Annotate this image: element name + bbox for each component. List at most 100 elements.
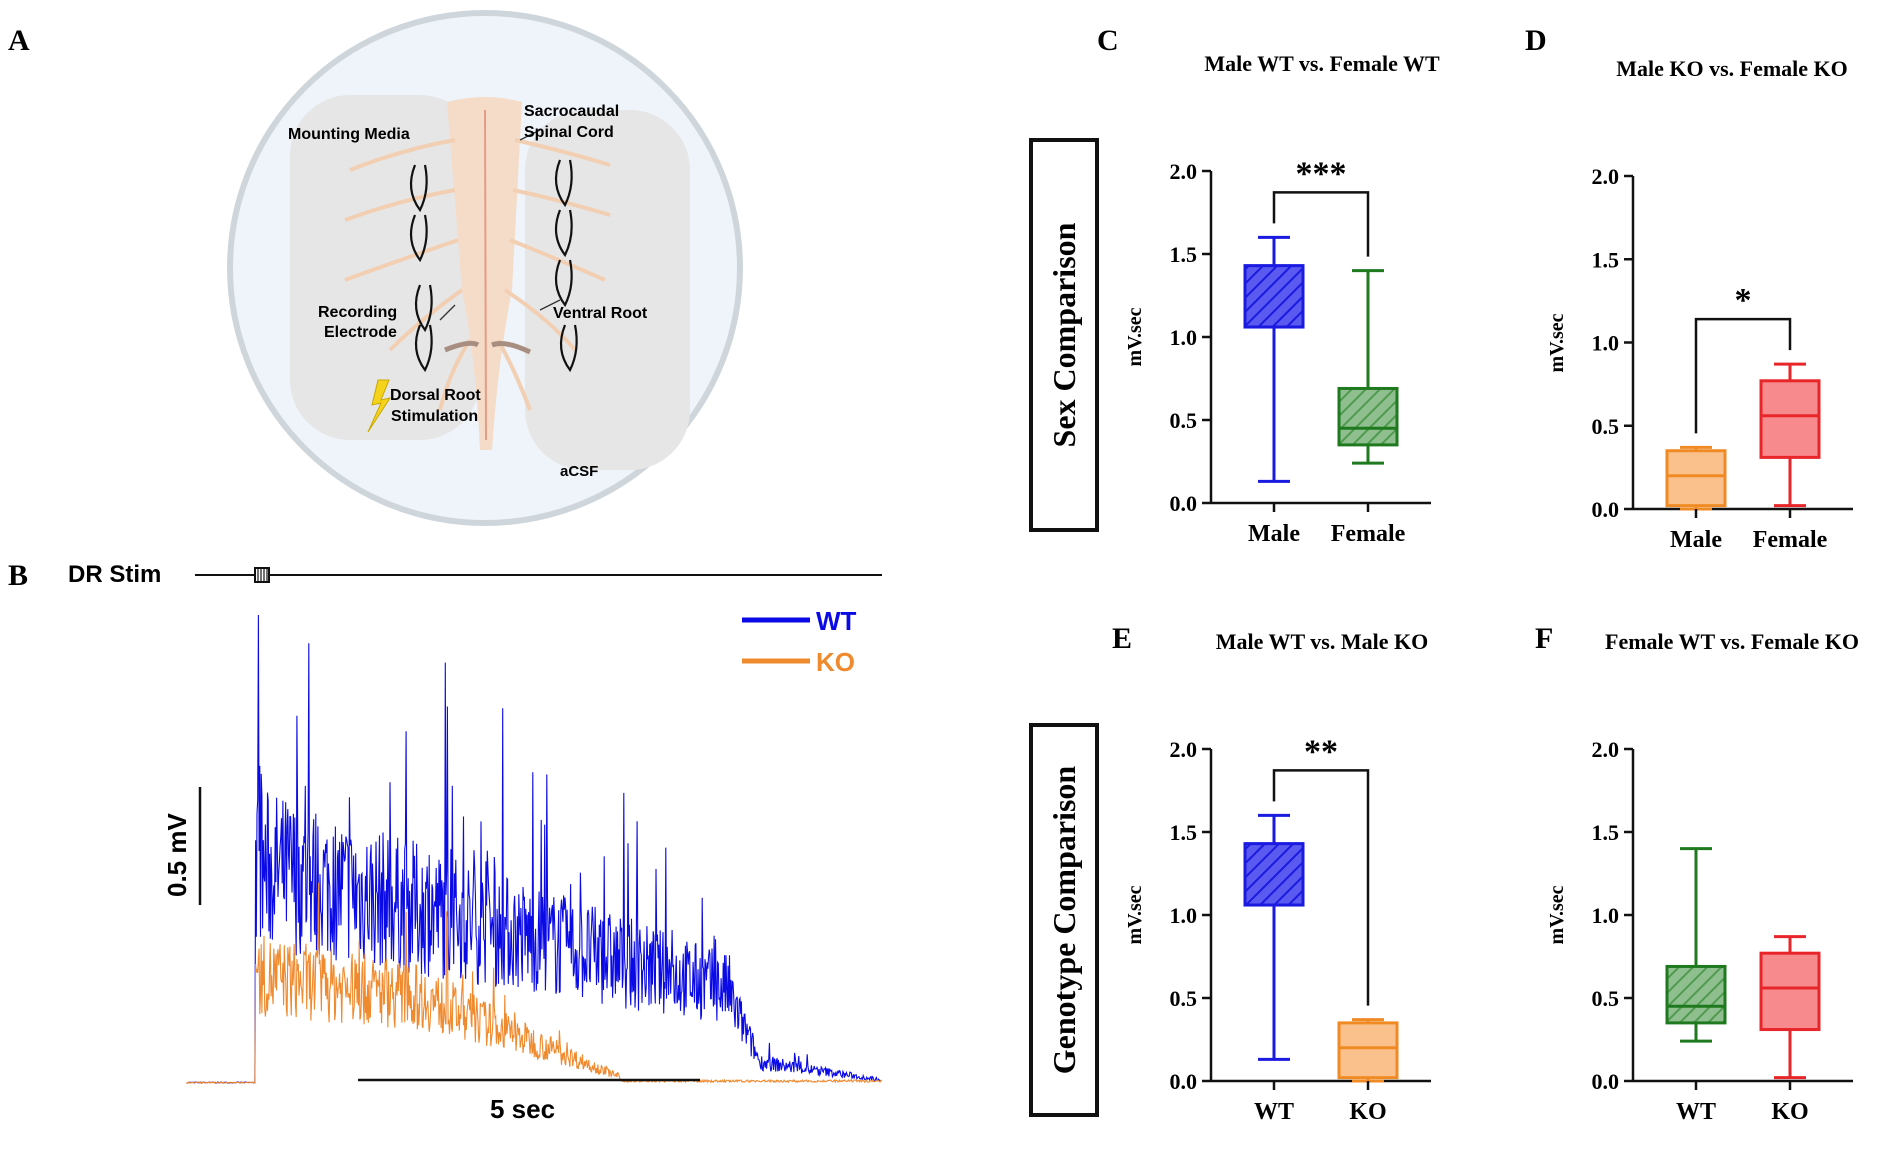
x-tick-label: Female [1753, 527, 1828, 553]
sex-comparison-label: Sex Comparison [1046, 222, 1082, 447]
bracket-line [1272, 191, 1370, 257]
label-stimulation: Stimulation [391, 408, 478, 425]
panel-letter-d: D [1525, 24, 1547, 57]
panel-letter-f: F [1535, 622, 1553, 655]
ko-trace [186, 882, 882, 1084]
x-tick-label: Male [1248, 521, 1300, 547]
y-axis-label: mV.sec [1546, 885, 1568, 944]
box-male: Male [1243, 235, 1305, 547]
label-spinal-cord: Spinal Cord [524, 124, 614, 141]
y-axis-label: mV.sec [1546, 313, 1568, 372]
chart-title: Female WT vs. Female KO [1605, 629, 1859, 654]
x-tick-label: KO [1349, 1099, 1386, 1125]
significance-bracket: *** [1272, 155, 1370, 257]
y-tick-label: 1.0 [1592, 903, 1620, 928]
box-iqr [1759, 951, 1821, 1032]
box-iqr [1337, 386, 1399, 447]
label-recording: Recording [318, 304, 397, 321]
box-iqr [1243, 842, 1305, 907]
y-tick-label: 2.0 [1592, 737, 1620, 762]
wt-legend-label: WT [816, 606, 857, 636]
box-female: Female [1331, 269, 1406, 547]
bracket-line [1272, 769, 1370, 1006]
scale-bar-sec-label: 5 sec [490, 1094, 555, 1124]
significance-bracket: * [1694, 282, 1792, 434]
scale-bar-mv-label: 0.5 mV [162, 813, 192, 897]
x-tick-label: KO [1771, 1099, 1808, 1125]
box-plot-d: Male KO vs. Female KO mV.sec 0.0 0.5 1.0 1.5 2… [1546, 56, 1853, 553]
sex-comparison-frame [1029, 138, 1099, 532]
y-tick-label: 1.5 [1170, 820, 1198, 845]
cord-midline [484, 109, 487, 441]
y-tick-label: 1.5 [1170, 242, 1198, 267]
panel-letter-a: A [8, 24, 30, 57]
y-tick-label: 0.5 [1170, 986, 1198, 1011]
box-ko: KO [1759, 935, 1821, 1125]
label-acsf: aCSF [560, 463, 598, 480]
genotype-comparison-frame [1029, 723, 1099, 1117]
y-axis-label: mV.sec [1124, 885, 1146, 944]
y-tick-label: 0.5 [1170, 408, 1198, 433]
y-tick-label: 1.0 [1592, 331, 1620, 356]
y-tick-label: 0.0 [1170, 491, 1198, 516]
box-plot-panels: Male WT vs. Female WT mV.sec 0.0 0.5 1.0 1.5 2… [1124, 51, 1859, 1125]
box-ko: KO [1337, 1018, 1399, 1125]
box-male: Male [1665, 445, 1727, 553]
stim-label: DR Stim [68, 561, 161, 588]
y-tick-label: 0.5 [1592, 986, 1620, 1011]
x-tick-label: WT [1254, 1099, 1294, 1125]
panel-letter-b: B [8, 559, 28, 592]
chart-title: Male KO vs. Female KO [1616, 56, 1848, 81]
y-tick-label: 0.0 [1592, 497, 1620, 522]
ko-legend-label: KO [816, 647, 855, 677]
y-tick-label: 2.0 [1170, 737, 1198, 762]
y-tick-label: 2.0 [1592, 164, 1620, 189]
box-plot-f: Female WT vs. Female KO mV.sec 0.0 0.5 1.0 1.… [1546, 629, 1859, 1125]
box-plot-e: Male WT vs. Male KO mV.sec 0.0 0.5 1.0 1.5 2.0… [1124, 629, 1431, 1125]
label-electrode: Electrode [324, 324, 397, 341]
box-iqr [1665, 449, 1727, 508]
box-iqr [1665, 964, 1727, 1025]
x-tick-label: WT [1676, 1099, 1716, 1125]
box-iqr [1243, 264, 1305, 329]
y-tick-label: 0.0 [1592, 1069, 1620, 1094]
significance-stars: ** [1304, 733, 1338, 770]
prep-schematic: Mounting Media Sacrocaudal Spinal Cord R… [227, 10, 743, 526]
panel-letter-e: E [1112, 622, 1132, 655]
chart-title: Male WT vs. Male KO [1216, 629, 1428, 654]
label-mounting-media: Mounting Media [288, 126, 410, 143]
dorsal-roots [444, 340, 532, 355]
box-iqr [1759, 379, 1821, 459]
label-ventral-root: Ventral Root [553, 305, 648, 322]
label-dorsal-root: Dorsal Root [390, 387, 481, 404]
stim-marker-ticks [257, 568, 268, 582]
box-iqr [1337, 1021, 1399, 1080]
x-tick-label: Female [1331, 521, 1406, 547]
y-tick-label: 2.0 [1170, 159, 1198, 184]
y-tick-label: 1.5 [1592, 247, 1620, 272]
significance-stars: * [1735, 282, 1752, 319]
y-tick-label: 0.0 [1170, 1069, 1198, 1094]
box-female: Female [1753, 362, 1828, 553]
significance-bracket: ** [1272, 733, 1370, 1006]
box-plot-c: Male WT vs. Female WT mV.sec 0.0 0.5 1.0 1.5 2… [1124, 51, 1440, 547]
wt-trace [186, 614, 882, 1084]
box-wt: WT [1243, 813, 1305, 1125]
trace-panel: DR Stim WT KO 0.5 mV 5 sec [68, 561, 882, 1124]
bracket-line [1694, 317, 1792, 434]
y-tick-label: 0.5 [1592, 414, 1620, 439]
genotype-comparison-label: Genotype Comparison [1046, 766, 1082, 1075]
label-sacrocaudal: Sacrocaudal [524, 103, 619, 120]
y-tick-label: 1.0 [1170, 903, 1198, 928]
y-tick-label: 1.5 [1592, 820, 1620, 845]
panel-letter-c: C [1097, 24, 1119, 57]
x-tick-label: Male [1670, 527, 1722, 553]
significance-stars: *** [1296, 155, 1347, 192]
chart-title: Male WT vs. Female WT [1204, 51, 1440, 76]
recording-electrodes [409, 159, 578, 373]
y-tick-label: 1.0 [1170, 325, 1198, 350]
box-wt: WT [1665, 847, 1727, 1125]
leader-lines [439, 129, 561, 321]
